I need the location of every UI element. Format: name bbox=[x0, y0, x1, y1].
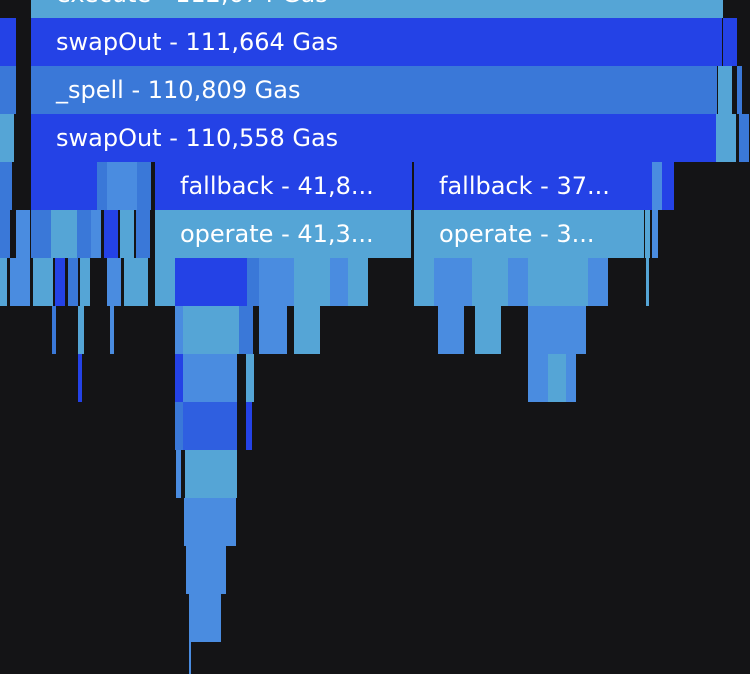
flame-frame-label: fallback - 37... bbox=[439, 172, 610, 200]
flame-frame[interactable] bbox=[185, 450, 237, 498]
flame-frame[interactable] bbox=[652, 210, 658, 258]
flame-frame-label: execute - 112,674 Gas bbox=[56, 0, 328, 8]
flame-frame[interactable] bbox=[739, 114, 749, 162]
flame-frame[interactable] bbox=[716, 114, 736, 162]
flame-frame[interactable] bbox=[294, 258, 330, 306]
flame-frame[interactable] bbox=[91, 210, 101, 258]
flame-frame[interactable] bbox=[566, 354, 576, 402]
flame-frame[interactable] bbox=[723, 18, 737, 66]
flame-frame[interactable] bbox=[528, 354, 548, 402]
flame-frame-label: swapOut - 111,664 Gas bbox=[56, 28, 339, 56]
flame-frame[interactable] bbox=[662, 162, 674, 210]
flame-frame[interactable] bbox=[155, 258, 175, 306]
flame-frame[interactable] bbox=[10, 258, 30, 306]
flame-frame[interactable] bbox=[31, 210, 51, 258]
flame-frame[interactable] bbox=[588, 258, 608, 306]
flame-frame-label: operate - 41,3... bbox=[180, 220, 374, 248]
flame-frame[interactable] bbox=[78, 306, 84, 354]
flame-frame[interactable] bbox=[246, 402, 252, 450]
flame-frame[interactable] bbox=[189, 594, 221, 642]
flame-frame-label: _spell - 110,809 Gas bbox=[56, 76, 301, 104]
flame-frame[interactable] bbox=[645, 210, 650, 258]
flame-frame[interactable] bbox=[78, 354, 82, 402]
flame-frame[interactable] bbox=[0, 66, 16, 114]
flame-frame[interactable] bbox=[0, 114, 14, 162]
flame-frame[interactable] bbox=[16, 210, 30, 258]
flame-frame[interactable] bbox=[104, 210, 118, 258]
flame-frame-spell[interactable]: _spell - 110,809 Gas bbox=[31, 66, 717, 114]
flame-frame[interactable] bbox=[294, 306, 320, 354]
flame-frame[interactable] bbox=[55, 258, 65, 306]
flame-frame[interactable] bbox=[472, 258, 508, 306]
flame-frame[interactable] bbox=[107, 258, 121, 306]
flame-frame[interactable] bbox=[68, 258, 78, 306]
flame-frame[interactable] bbox=[0, 258, 7, 306]
flame-frame[interactable] bbox=[136, 210, 150, 258]
flame-frame-fallback[interactable]: fallback - 37... bbox=[414, 162, 652, 210]
flame-frame[interactable] bbox=[77, 210, 91, 258]
flame-frame[interactable] bbox=[737, 66, 742, 114]
flame-frame[interactable] bbox=[0, 162, 12, 210]
flame-frame-operate[interactable]: operate - 41,3... bbox=[155, 210, 411, 258]
flame-frame-swapout[interactable]: swapOut - 110,558 Gas bbox=[31, 114, 716, 162]
flame-frame[interactable] bbox=[0, 210, 10, 258]
flame-frame[interactable] bbox=[175, 402, 183, 450]
flame-frame[interactable] bbox=[183, 306, 239, 354]
flame-frame-swapout[interactable]: swapOut - 111,664 Gas bbox=[31, 18, 722, 66]
flame-frame[interactable] bbox=[528, 258, 588, 306]
flame-frame[interactable] bbox=[183, 354, 237, 402]
flame-frame[interactable] bbox=[189, 642, 191, 674]
flame-frame[interactable] bbox=[414, 258, 434, 306]
flame-frame[interactable] bbox=[175, 306, 183, 354]
flame-frame[interactable] bbox=[107, 162, 137, 210]
flame-frame[interactable] bbox=[110, 306, 114, 354]
flame-frame[interactable] bbox=[175, 354, 183, 402]
flame-frame[interactable] bbox=[137, 162, 151, 210]
flame-frame[interactable] bbox=[246, 354, 254, 402]
flame-frame[interactable] bbox=[247, 258, 259, 306]
flame-frame[interactable] bbox=[548, 354, 566, 402]
flame-frame-label: swapOut - 110,558 Gas bbox=[56, 124, 339, 152]
flame-frame[interactable] bbox=[184, 498, 236, 546]
flame-frame[interactable] bbox=[186, 546, 226, 594]
flame-frame[interactable] bbox=[646, 258, 649, 306]
flame-frame[interactable] bbox=[259, 258, 294, 306]
flame-frame[interactable] bbox=[124, 258, 148, 306]
flame-frame-operate[interactable]: operate - 3... bbox=[414, 210, 644, 258]
flame-frame[interactable] bbox=[330, 258, 348, 306]
flame-frame[interactable] bbox=[508, 258, 528, 306]
flame-frame[interactable] bbox=[52, 306, 56, 354]
flame-frame[interactable] bbox=[80, 258, 90, 306]
flame-frame[interactable] bbox=[175, 258, 247, 306]
flame-frame[interactable] bbox=[434, 258, 472, 306]
flame-frame[interactable] bbox=[31, 162, 97, 210]
flame-frame[interactable] bbox=[33, 258, 53, 306]
flame-frame[interactable] bbox=[176, 450, 181, 498]
flame-frame[interactable] bbox=[475, 306, 501, 354]
flame-frame[interactable] bbox=[718, 66, 732, 114]
flame-frame-fallback[interactable]: fallback - 41,8... bbox=[155, 162, 412, 210]
flame-frame[interactable] bbox=[183, 402, 237, 450]
flame-frame[interactable] bbox=[438, 306, 464, 354]
flame-frame[interactable] bbox=[0, 18, 16, 66]
flame-frame[interactable] bbox=[348, 258, 368, 306]
flame-frame[interactable] bbox=[239, 306, 253, 354]
flame-frame[interactable] bbox=[51, 210, 77, 258]
flame-frame-label: operate - 3... bbox=[439, 220, 595, 248]
flame-frame[interactable] bbox=[652, 162, 662, 210]
flame-frame[interactable] bbox=[528, 306, 586, 354]
flame-frame[interactable] bbox=[97, 162, 107, 210]
flame-frame[interactable] bbox=[120, 210, 134, 258]
flame-frame[interactable] bbox=[259, 306, 287, 354]
flame-frame-label: fallback - 41,8... bbox=[180, 172, 374, 200]
flame-frame-execute[interactable]: execute - 112,674 Gas bbox=[31, 0, 723, 18]
